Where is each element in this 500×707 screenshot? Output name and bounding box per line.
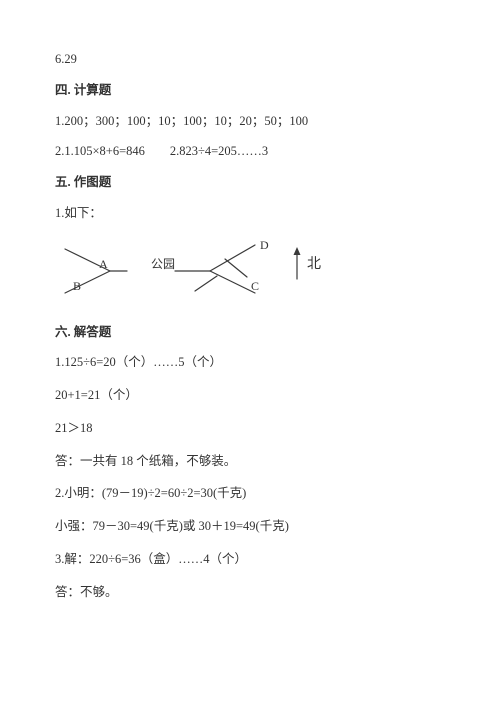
s6-line-6: 小强：79－30=49(千克)或 30＋19=49(千克) <box>55 517 445 536</box>
s6-line-4: 答：一共有 18 个纸箱，不够装。 <box>55 452 445 471</box>
diagram-container: A B 公园 D C 北 <box>55 235 335 305</box>
svg-text:C: C <box>251 279 259 293</box>
s6-line-8: 答：不够。 <box>55 583 445 602</box>
svg-text:D: D <box>260 238 269 252</box>
svg-text:A: A <box>99 257 108 271</box>
section-4-item-1: 1.200；300；100；10；100；10；20；50；100 <box>55 112 445 131</box>
svg-text:北: 北 <box>307 256 321 272</box>
s6-line-3: 21＞18 <box>55 419 445 438</box>
svg-text:B: B <box>73 279 81 293</box>
section-6-heading: 六. 解答题 <box>55 323 445 342</box>
s6-line-1: 1.125÷6=20（个）……5（个） <box>55 353 445 372</box>
svg-text:公园: 公园 <box>151 257 175 271</box>
section-5-heading: 五. 作图题 <box>55 173 445 192</box>
pre-line: 6.29 <box>55 50 445 69</box>
s6-line-5: 2.小明：(79－19)÷2=60÷2=30(千克) <box>55 484 445 503</box>
park-diagram: A B 公园 D C 北 <box>55 235 335 305</box>
s6-line-7: 3.解：220÷6=36（盒）……4（个） <box>55 550 445 569</box>
section-5-item-1: 1.如下： <box>55 204 445 223</box>
section-4-heading: 四. 计算题 <box>55 81 445 100</box>
section-4-item-2: 2.1.105×8+6=846 2.823÷4=205……3 <box>55 142 445 161</box>
s6-line-2: 20+1=21（个） <box>55 386 445 405</box>
section-6-body: 1.125÷6=20（个）……5（个） 20+1=21（个） 21＞18 答：一… <box>55 353 445 601</box>
